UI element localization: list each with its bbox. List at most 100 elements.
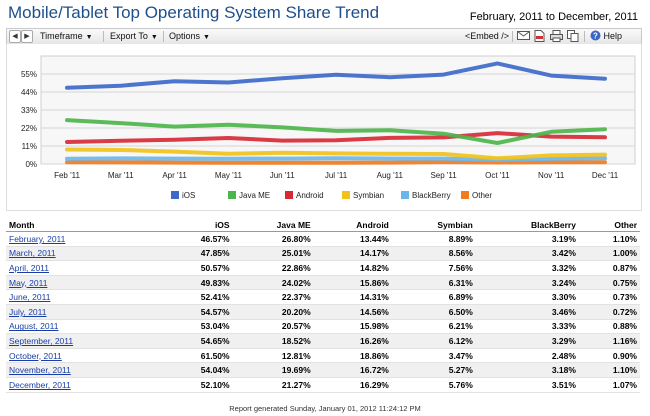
month-link[interactable]: November, 2011 bbox=[9, 365, 71, 376]
col-header-android: Android bbox=[313, 218, 392, 232]
month-link[interactable]: July, 2011 bbox=[9, 306, 47, 317]
cell-java-me: 20.57% bbox=[232, 319, 314, 335]
cell-ios: 61.50% bbox=[162, 348, 233, 364]
cell-java-me: 25.01% bbox=[232, 246, 314, 262]
email-button[interactable] bbox=[517, 30, 530, 43]
cell-android: 16.72% bbox=[313, 362, 392, 378]
nav-forward-button[interactable]: ▶ bbox=[21, 30, 33, 43]
cell-month: May, 2011 bbox=[6, 275, 162, 291]
pdf-button[interactable] bbox=[534, 30, 545, 43]
x-tick-label: Nov '11 bbox=[538, 171, 565, 180]
cell-other: 0.75% bbox=[578, 275, 640, 291]
cell-ios: 54.65% bbox=[162, 333, 233, 349]
help-button[interactable]: ? Help bbox=[590, 30, 622, 43]
arrow-right-icon: ▶ bbox=[24, 33, 30, 40]
cell-symbian: 6.50% bbox=[391, 304, 476, 320]
options-label: Options bbox=[169, 31, 201, 41]
options-menu[interactable]: Options ▼ bbox=[169, 30, 210, 43]
export-menu[interactable]: Export To ▼ bbox=[110, 30, 158, 43]
cell-ios: 46.57% bbox=[162, 231, 233, 247]
month-link[interactable]: August, 2011 bbox=[9, 321, 59, 332]
table-row: March, 2011 47.85% 25.01% 14.17% 8.56% 3.42% 1… bbox=[6, 246, 640, 262]
legend-label-other: Other bbox=[472, 191, 492, 200]
x-tick-label: Sep '11 bbox=[430, 171, 457, 180]
cell-android: 15.98% bbox=[313, 319, 392, 335]
month-link[interactable]: March, 2011 bbox=[9, 248, 56, 259]
cell-android: 13.44% bbox=[313, 231, 392, 247]
cell-symbian: 5.76% bbox=[391, 377, 476, 393]
cell-symbian: 7.56% bbox=[391, 260, 476, 276]
legend-label-java-me: Java ME bbox=[239, 191, 270, 200]
cell-month: June, 2011 bbox=[6, 289, 162, 305]
legend-swatch-symbian bbox=[342, 191, 350, 199]
series-line-java-me bbox=[65, 118, 607, 145]
cell-other: 0.72% bbox=[578, 304, 640, 320]
table-row: December, 2011 52.10% 21.27% 16.29% 5.76% 3.5… bbox=[6, 377, 640, 393]
legend-swatch-java-me bbox=[228, 191, 236, 199]
cell-ios: 49.83% bbox=[162, 275, 233, 291]
series-line-symbian bbox=[65, 147, 607, 161]
table-body: February, 2011 46.57% 26.80% 13.44% 8.89% 3.1… bbox=[6, 231, 640, 393]
legend-label-blackberry: BlackBerry bbox=[412, 191, 451, 200]
cell-month: December, 2011 bbox=[6, 377, 162, 393]
x-tick-label: Feb '11 bbox=[54, 171, 80, 180]
cell-java-me: 19.69% bbox=[232, 362, 314, 378]
cell-month: July, 2011 bbox=[6, 304, 162, 320]
cell-other: 1.07% bbox=[578, 377, 640, 393]
cell-blackberry: 3.30% bbox=[475, 289, 579, 305]
cell-other: 1.10% bbox=[578, 362, 640, 378]
timeframe-label: Timeframe bbox=[40, 31, 83, 41]
table-row: April, 2011 50.57% 22.86% 14.82% 7.56% 3.32% 0… bbox=[6, 260, 640, 276]
month-link[interactable]: September, 2011 bbox=[9, 335, 74, 346]
table-row: July, 2011 54.57% 20.20% 14.56% 6.50% 3.46% 0.… bbox=[6, 304, 640, 320]
x-tick-label: Mar '11 bbox=[108, 171, 134, 180]
month-link[interactable]: June, 2011 bbox=[9, 292, 51, 303]
cell-symbian: 8.56% bbox=[391, 246, 476, 262]
cell-blackberry: 3.29% bbox=[475, 333, 579, 349]
table-row: October, 2011 61.50% 12.81% 18.86% 3.47% 2.48… bbox=[6, 348, 640, 364]
series-line-android bbox=[65, 131, 607, 144]
cell-other: 0.90% bbox=[578, 348, 640, 364]
cell-java-me: 22.86% bbox=[232, 260, 314, 276]
table-row: August, 2011 53.04% 20.57% 15.98% 6.21% 3.33%… bbox=[6, 319, 640, 335]
cell-month: September, 2011 bbox=[6, 333, 162, 349]
embed-button[interactable]: <Embed /> bbox=[465, 31, 510, 41]
cell-ios: 50.57% bbox=[162, 260, 233, 276]
cell-symbian: 6.89% bbox=[391, 289, 476, 305]
cell-blackberry: 3.32% bbox=[475, 260, 579, 276]
col-header-java-me: Java ME bbox=[232, 218, 314, 232]
x-tick-label: Dec '11 bbox=[592, 171, 619, 180]
timeframe-menu[interactable]: Timeframe ▼ bbox=[40, 30, 93, 43]
x-tick-label: Aug '11 bbox=[377, 171, 404, 180]
cell-java-me: 12.81% bbox=[232, 348, 314, 364]
x-tick-label: May '11 bbox=[215, 171, 243, 180]
cell-ios: 52.10% bbox=[162, 377, 233, 393]
month-link[interactable]: May, 2011 bbox=[9, 277, 48, 288]
table-row: November, 2011 54.04% 19.69% 16.72% 5.27% 3.1… bbox=[6, 362, 640, 378]
cell-blackberry: 3.46% bbox=[475, 304, 579, 320]
y-tick-label: 22% bbox=[21, 124, 37, 133]
cell-java-me: 24.02% bbox=[232, 275, 314, 291]
cell-other: 1.10% bbox=[578, 231, 640, 247]
legend-label-ios: iOS bbox=[182, 191, 195, 200]
y-tick-label: 33% bbox=[21, 106, 37, 115]
month-link[interactable]: December, 2011 bbox=[9, 379, 71, 390]
toolbar-divider bbox=[163, 31, 164, 42]
table-row: September, 2011 54.65% 18.52% 16.26% 6.12% 3.… bbox=[6, 333, 640, 349]
cell-blackberry: 3.19% bbox=[475, 231, 579, 247]
month-link[interactable]: April, 2011 bbox=[9, 262, 50, 273]
cell-java-me: 21.27% bbox=[232, 377, 314, 393]
x-tick-label: Apr '11 bbox=[162, 171, 187, 180]
x-tick-label: Oct '11 bbox=[485, 171, 510, 180]
nav-back-button[interactable]: ◀ bbox=[9, 30, 21, 43]
line-chart: 0% 11% 22% 33% 44% 55% Feb '11 Mar '11 Apr '11 Ma… bbox=[21, 55, 636, 200]
legend-swatch-blackberry bbox=[401, 191, 409, 199]
cell-symbian: 6.21% bbox=[391, 319, 476, 335]
cell-symbian: 3.47% bbox=[391, 348, 476, 364]
cell-other: 1.00% bbox=[578, 246, 640, 262]
report-footer: Report generated Sunday, January 01, 201… bbox=[229, 404, 421, 413]
print-button[interactable] bbox=[550, 30, 563, 43]
month-link[interactable]: February, 2011 bbox=[9, 233, 66, 244]
month-link[interactable]: October, 2011 bbox=[9, 350, 62, 361]
copy-button[interactable] bbox=[567, 30, 579, 43]
